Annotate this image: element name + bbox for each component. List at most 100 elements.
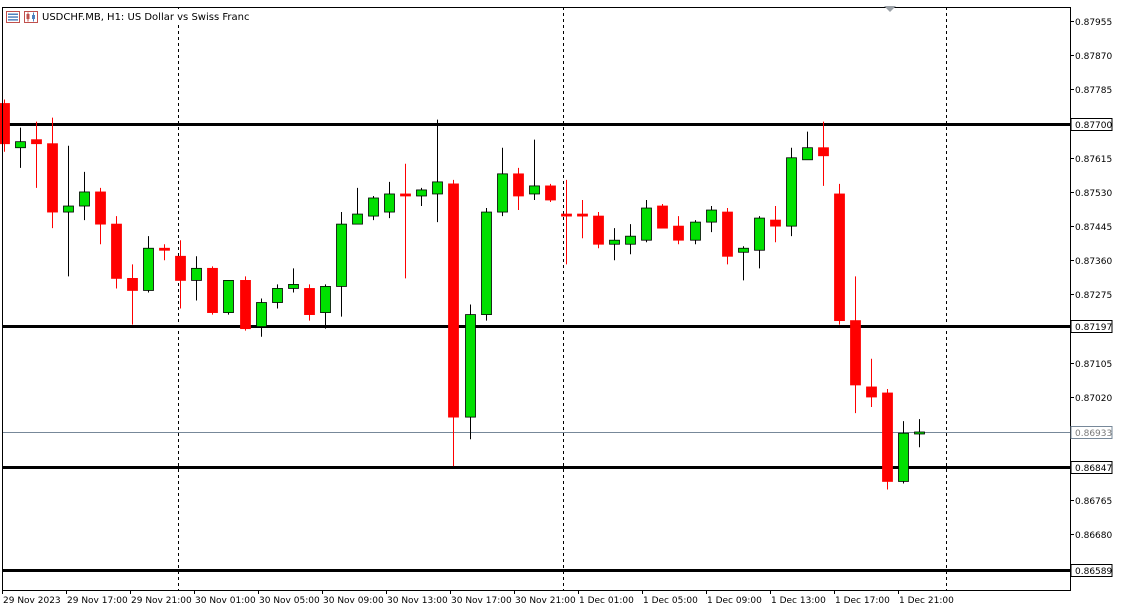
candle-body-bull [416, 189, 427, 197]
candle-body-bear [159, 247, 170, 251]
chart-frame [2, 6, 1071, 591]
time-tick-label: 29 Nov 2023 [3, 596, 61, 606]
price-tick-label: 0.86765 [1075, 497, 1112, 507]
candle-body-bear [240, 280, 251, 330]
candle-body-bear [545, 185, 556, 201]
candle-body-bull [352, 213, 363, 225]
price-label-box [1070, 564, 1113, 577]
price-label-text: 0.86589 [1075, 567, 1112, 577]
candle-body-bear [127, 277, 138, 291]
time-tick-label: 30 Nov 05:00 [259, 596, 320, 606]
price-tick-label: 0.87275 [1075, 291, 1112, 301]
candle-body-bull [690, 221, 701, 241]
candle-body-bear [31, 139, 42, 145]
candle-body-bear [882, 392, 893, 482]
list-icon[interactable] [6, 11, 20, 23]
candle-body-bull [15, 141, 26, 149]
candle-body-bear [593, 215, 604, 245]
candle-body-bull [256, 302, 267, 328]
candle-body-bull [288, 284, 299, 289]
price-label-text: 0.87700 [1075, 121, 1112, 131]
candle-body-bear [95, 191, 106, 225]
candle-body-bear [577, 213, 588, 217]
candle-body-bear [400, 193, 411, 197]
candle-body-bull [625, 235, 636, 245]
candle-body-bull [529, 185, 540, 195]
candle-body-bear [673, 225, 684, 241]
price-tick-label: 0.86680 [1075, 531, 1112, 541]
price-label-text: 0.86933 [1075, 429, 1112, 439]
candle-body-bear [818, 147, 829, 157]
time-tick-label: 30 Nov 13:00 [387, 596, 448, 606]
candle-body-bull [191, 267, 202, 281]
candle-body-bear [304, 288, 315, 315]
candle-body-bear [111, 223, 122, 279]
candle-body-bull [497, 173, 508, 213]
candlestick-chart-icon[interactable] [24, 11, 38, 23]
price-label-text: 0.87197 [1075, 323, 1112, 333]
candle-body-bull [609, 239, 620, 245]
candle-body-bull [320, 286, 331, 313]
time-tick-label: 30 Nov 09:00 [323, 596, 384, 606]
chart-title: USDCHF.MB, H1: US Dollar vs Swiss Franc [42, 11, 250, 23]
candle-body-bull [223, 280, 234, 313]
candle-body-bull [802, 147, 813, 161]
time-tick-label: 30 Nov 21:00 [515, 596, 576, 606]
candle-body-bear [175, 255, 186, 281]
candle-body-bull [754, 217, 765, 251]
candle-body-bear [561, 213, 572, 217]
candle-body-bull [465, 314, 476, 418]
time-tick-label: 1 Dec 21:00 [899, 596, 954, 606]
candles [0, 99, 925, 490]
price-tick-label: 0.87785 [1075, 86, 1112, 96]
candle-body-bear [834, 193, 845, 322]
candle-body-bear [0, 103, 10, 145]
candle-body-bear [866, 386, 877, 398]
time-tick-label: 30 Nov 17:00 [451, 596, 512, 606]
candle-body-bear [448, 183, 459, 418]
time-tick-label: 1 Dec 17:00 [835, 596, 890, 606]
time-tick-label: 1 Dec 13:00 [771, 596, 826, 606]
symbol-label: USDCHF.MB [42, 11, 101, 23]
price-label-box [1070, 118, 1113, 131]
price-tick-label: 0.87360 [1075, 257, 1112, 267]
candle-body-bear [207, 267, 218, 313]
price-label-box [1070, 461, 1113, 474]
price-tick-label: 0.87445 [1075, 223, 1112, 233]
time-tick-label: 29 Nov 17:00 [67, 596, 128, 606]
price-tick-label: 0.87105 [1075, 360, 1112, 370]
candle-body-bull [914, 431, 925, 435]
candle-body-bull [738, 247, 749, 253]
timeframe-label: H1: [107, 11, 125, 23]
candle-body-bear [722, 211, 733, 257]
time-tick-label: 1 Dec 09:00 [707, 596, 762, 606]
plot-border [2, 7, 1071, 591]
candle-body-bull [786, 157, 797, 227]
candle-body-bull [641, 207, 652, 241]
time-axis[interactable]: 29 Nov 2023 29 Nov 17:00 29 Nov 21:00 30 No… [2, 590, 955, 606]
candle-body-bear [513, 173, 524, 197]
candle-body-bull [898, 432, 909, 482]
price-label-box [1070, 320, 1113, 333]
price-axis[interactable]: 0.87955 0.87870 0.87785 0.87615 0.87530 0.874… [1070, 18, 1113, 577]
candle-body-bull [481, 211, 492, 315]
time-tick-label: 29 Nov 21:00 [131, 596, 192, 606]
price-tick-label: 0.87870 [1075, 52, 1112, 62]
chart-title-bar: USDCHF.MB, H1: US Dollar vs Swiss Franc [6, 9, 254, 25]
candle-body-bull [432, 181, 443, 195]
chart-shift-marker[interactable] [884, 6, 896, 12]
candle-body-bull [63, 205, 74, 213]
day-separators [178, 7, 947, 590]
candle-body-bear [657, 205, 668, 229]
candle-body-bull [79, 191, 90, 207]
price-tick-label: 0.87020 [1075, 394, 1112, 404]
price-label-box [1070, 426, 1113, 439]
price-tick-label: 0.87615 [1075, 155, 1112, 165]
candle-body-bull [706, 209, 717, 223]
description-label: US Dollar vs Swiss Franc [127, 11, 250, 23]
candle-body-bull [336, 223, 347, 287]
price-tick-label: 0.87530 [1075, 189, 1112, 199]
candle-body-bull [384, 193, 395, 213]
